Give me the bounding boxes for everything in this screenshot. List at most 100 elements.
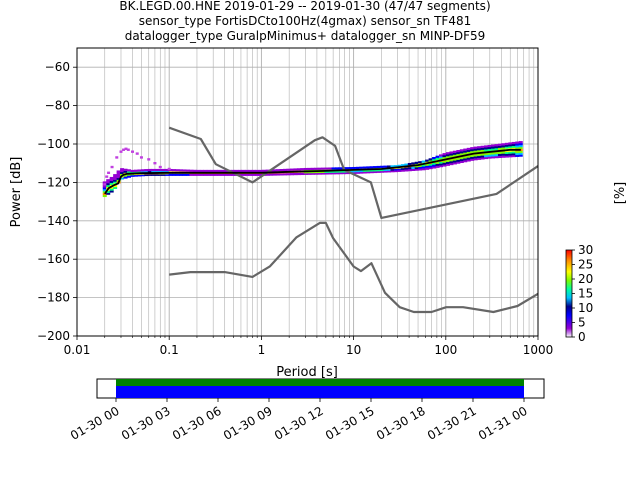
- density-cell: [518, 144, 523, 148]
- density-cell: [480, 153, 485, 156]
- density-cell: [466, 149, 471, 152]
- density-cell: [196, 169, 201, 173]
- psd-plot: 0.01 0.1 1 10 100 1000 −200 −180 −160 −140 −120 −1…: [9, 47, 553, 380]
- density-cell: [456, 159, 461, 162]
- density-cell: [314, 167, 319, 170]
- density-cell: [109, 176, 114, 180]
- density-cell: [127, 175, 132, 178]
- density-cell: [314, 172, 319, 175]
- density-cell: [106, 179, 111, 182]
- density-cell: [494, 156, 499, 159]
- colorbar-tick-label: 5: [578, 316, 586, 330]
- density-cell: [508, 144, 513, 147]
- density-cell: [466, 147, 471, 151]
- density-cell: [348, 170, 353, 173]
- density-cell: [373, 166, 378, 169]
- density-cell: [515, 145, 520, 148]
- density-cell: [199, 169, 204, 173]
- density-cell: [234, 169, 239, 173]
- outlier-cell: [131, 150, 135, 153]
- colorbar-tick-label: 30: [578, 243, 593, 257]
- density-cell: [341, 171, 346, 175]
- density-cell: [199, 173, 204, 176]
- density-cell: [445, 155, 450, 159]
- density-cell: [480, 147, 485, 150]
- density-cell: [497, 155, 502, 159]
- density-cell: [515, 154, 520, 157]
- density-cell: [435, 163, 440, 166]
- density-cell: [504, 153, 509, 156]
- density-cell: [473, 148, 478, 151]
- density-cell: [390, 168, 395, 171]
- density-cell: [435, 155, 440, 158]
- density-cell: [442, 153, 447, 156]
- density-cell: [109, 180, 114, 183]
- density-cell: [175, 169, 180, 172]
- outlier-cell: [107, 171, 111, 174]
- density-cell: [102, 187, 107, 190]
- density-cell: [244, 169, 249, 173]
- density-cell: [113, 174, 118, 177]
- density-cell: [102, 191, 107, 194]
- density-cell: [265, 173, 270, 176]
- density-cell: [317, 172, 322, 175]
- x-tick-label: 10: [346, 343, 361, 357]
- density-cell: [511, 141, 516, 145]
- density-cell: [376, 170, 381, 173]
- density-cell: [494, 148, 499, 151]
- density-cell: [144, 170, 149, 173]
- density-cell: [418, 166, 423, 169]
- density-cell: [120, 169, 125, 173]
- density-cell: [258, 169, 263, 173]
- density-cell: [411, 166, 416, 169]
- density-cell: [497, 143, 502, 146]
- density-cell: [158, 170, 163, 173]
- density-cell: [289, 173, 294, 176]
- density-cell: [456, 151, 461, 155]
- density-cell: [158, 168, 163, 172]
- density-cell: [501, 145, 506, 148]
- density-cell: [508, 155, 513, 158]
- density-cell: [491, 156, 496, 159]
- density-cell: [341, 170, 346, 173]
- density-cell: [300, 168, 305, 171]
- density-cell: [217, 173, 222, 176]
- density-cell: [151, 168, 156, 172]
- density-cell: [355, 166, 360, 170]
- y-axis-label: Power [dB]: [9, 157, 24, 228]
- density-cell: [154, 170, 159, 173]
- density-cell: [459, 151, 464, 154]
- density-cell: [477, 150, 482, 153]
- density-cell: [102, 181, 107, 184]
- density-cell: [504, 142, 509, 145]
- density-cell: [515, 150, 520, 154]
- density-cell: [404, 163, 409, 166]
- density-cell: [494, 144, 499, 147]
- density-cell: [445, 163, 450, 166]
- density-cell: [387, 170, 392, 173]
- density-cell: [400, 167, 405, 170]
- density-cell: [366, 169, 371, 172]
- density-cell: [113, 181, 118, 184]
- density-cell: [497, 145, 502, 148]
- density-cell: [179, 173, 184, 176]
- density-cell: [442, 162, 447, 165]
- density-cell: [102, 189, 107, 192]
- density-cell: [380, 170, 385, 173]
- x-tick-label: 100: [434, 343, 457, 357]
- x-axis-label: Period [s]: [276, 365, 338, 380]
- outlier-cell: [110, 165, 114, 169]
- density-cell: [116, 170, 121, 173]
- density-cell: [352, 166, 357, 170]
- density-cell: [147, 168, 152, 172]
- colorbar-tick-label: 0: [578, 330, 586, 344]
- plot-area: [77, 48, 538, 336]
- density-cell: [435, 161, 440, 164]
- density-cell: [380, 168, 385, 172]
- density-cell: [439, 161, 444, 164]
- density-cell: [459, 160, 464, 163]
- density-cell: [355, 171, 360, 174]
- density-cell: [373, 169, 378, 172]
- density-cell: [248, 169, 253, 173]
- density-cell: [439, 156, 444, 159]
